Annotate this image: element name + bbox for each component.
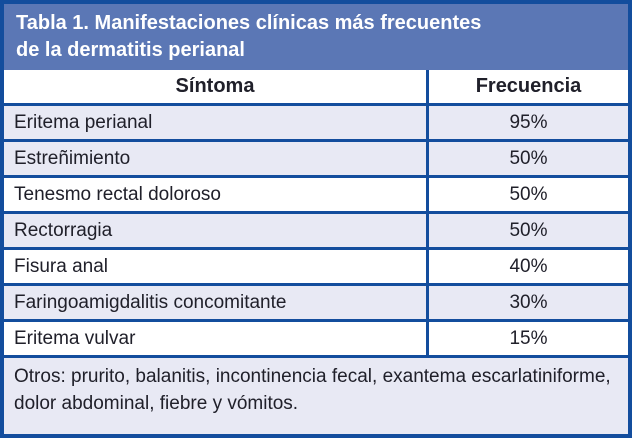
symptom-cell: Eritema perianal [14,111,153,133]
column-header-sintoma: Síntoma [175,75,255,97]
column-header-frecuencia: Frecuencia [426,70,628,103]
frequency-cell: 40% [426,250,628,283]
frequency-cell: 50% [426,178,628,211]
symptom-cell: Tenesmo rectal doloroso [14,183,221,205]
table-row: Estreñimiento 50% [4,139,628,175]
table-title: Tabla 1. Manifestaciones clínicas más fr… [4,4,628,70]
symptom-cell: Fisura anal [14,255,108,277]
frequency-cell: 95% [426,106,628,139]
symptom-cell: Estreñimiento [14,147,131,169]
frequency-cell: 30% [426,286,628,319]
table-row: Eritema vulvar 15% [4,319,628,355]
table-row: Eritema perianal 95% [4,103,628,139]
table-footer-note: Otros: prurito, balanitis, incontinencia… [4,355,628,434]
column-header-row: Síntoma Frecuencia [4,70,628,103]
table-title-line1: Tabla 1. Manifestaciones clínicas más fr… [16,12,482,34]
frequency-cell: 50% [426,142,628,175]
frequency-cell: 15% [426,322,628,355]
frequency-cell: 50% [426,214,628,247]
table-row: Rectorragia 50% [4,211,628,247]
symptom-cell: Faringoamigdalitis concomitante [14,291,287,313]
table-title-line2: de la dermatitis perianal [16,39,245,61]
table-row: Faringoamigdalitis concomitante 30% [4,283,628,319]
table-row: Fisura anal 40% [4,247,628,283]
table-row: Tenesmo rectal doloroso 50% [4,175,628,211]
symptom-cell: Rectorragia [14,219,113,241]
symptom-cell: Eritema vulvar [14,327,136,349]
